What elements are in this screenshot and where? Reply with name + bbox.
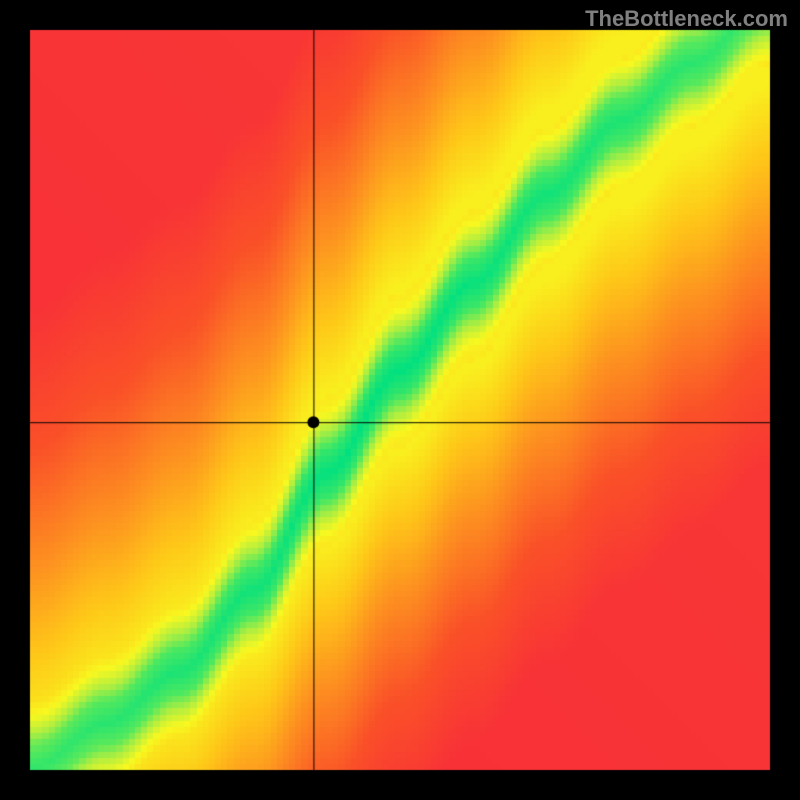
watermark-text: TheBottleneck.com: [585, 6, 788, 32]
chart-container: TheBottleneck.com: [0, 0, 800, 800]
heatmap-canvas: [0, 0, 800, 800]
